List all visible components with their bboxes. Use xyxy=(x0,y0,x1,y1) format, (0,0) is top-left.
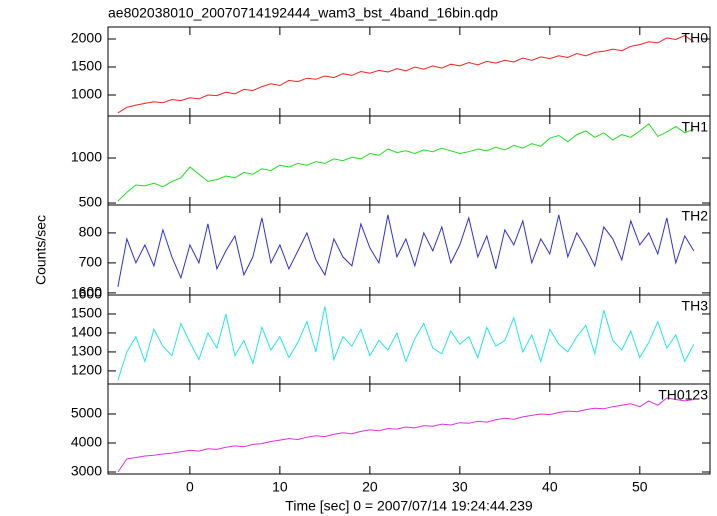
y-tick-label: 1500 xyxy=(71,58,102,74)
data-line xyxy=(117,123,694,202)
panel-frame xyxy=(107,115,711,206)
panel-label: TH0 xyxy=(682,30,709,46)
panel-label: TH1 xyxy=(682,119,709,135)
y-tick-label: 1600 xyxy=(71,286,102,302)
y-tick-label: 4000 xyxy=(71,434,102,450)
y-tick-label: 1500 xyxy=(71,305,102,321)
y-tick-label: 2000 xyxy=(71,30,102,46)
data-line xyxy=(117,35,695,114)
panel-frame xyxy=(107,294,711,385)
x-tick-label: 0 xyxy=(186,479,194,495)
x-tick-label: 30 xyxy=(452,479,468,495)
chart-title: ae802038010_20070714192444_wam3_bst_4ban… xyxy=(108,5,498,21)
y-tick-label: 500 xyxy=(79,194,103,210)
x-tick-label: 10 xyxy=(272,479,288,495)
x-axis-label: Time [sec] 0 = 2007/07/14 19:24:44.239 xyxy=(285,498,533,514)
panel-frame xyxy=(107,26,711,117)
y-tick-label: 1400 xyxy=(71,324,102,340)
x-tick-label: 20 xyxy=(362,479,378,495)
y-tick-label: 600 xyxy=(79,284,103,300)
y-tick-label: 1300 xyxy=(71,343,102,359)
y-tick-label: 1000 xyxy=(71,86,102,102)
y-tick-label: 1200 xyxy=(71,362,102,378)
y-tick-label: 3000 xyxy=(71,463,102,479)
y-tick-label: 800 xyxy=(79,224,103,240)
x-tick-label: 40 xyxy=(542,479,558,495)
y-tick-label: 5000 xyxy=(71,405,102,421)
data-line xyxy=(117,397,694,473)
panel-label: TH0123 xyxy=(658,387,708,403)
panel-label: TH2 xyxy=(682,208,709,224)
y-tick-label: 1000 xyxy=(71,149,102,165)
y-tick-label: 700 xyxy=(79,254,103,270)
panel-label: TH3 xyxy=(682,298,709,314)
panel-frame xyxy=(107,204,711,296)
data-line xyxy=(117,214,695,287)
x-tick-label: 50 xyxy=(632,479,648,495)
data-line xyxy=(117,306,695,381)
y-axis-label: Counts/sec xyxy=(33,215,49,285)
panel-frame xyxy=(107,383,711,475)
